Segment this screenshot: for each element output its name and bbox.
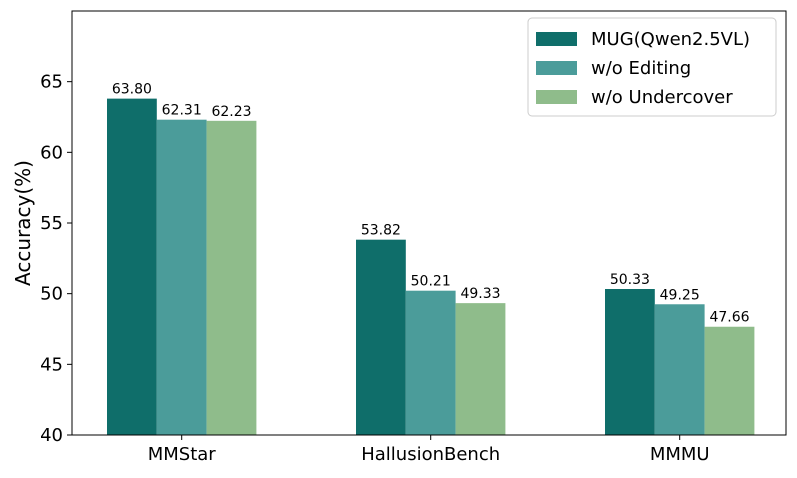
bar-value-label: 50.33 (610, 272, 650, 288)
bar-value-label: 63.80 (112, 82, 152, 98)
plot-area: 63.80 62.31 62.23 53.82 50.21 49.33 50.33 49.25… (107, 82, 755, 436)
bar-group: 53.82 50.21 49.33 (356, 223, 506, 435)
y-tick-label: 40 (40, 425, 63, 446)
legend-label: w/o Editing (591, 58, 691, 79)
y-tick-label: 55 (40, 213, 63, 234)
bar-value-label: 53.82 (361, 223, 401, 239)
bar-value-label: 49.33 (460, 286, 500, 302)
x-tick-label: MMStar (148, 444, 217, 465)
bar (107, 98, 157, 436)
bar (455, 303, 506, 435)
legend-item: w/o Editing (536, 58, 691, 79)
legend-swatch (536, 32, 577, 46)
legend-label: MUG(Qwen2.5VL) (591, 29, 750, 50)
legend: MUG(Qwen2.5VL) w/o Editing w/o Undercover (527, 17, 777, 117)
x-tick-label: MMMU (650, 444, 710, 465)
bar-group: 50.33 49.25 47.66 (605, 272, 755, 435)
bar-group: 63.80 62.31 62.23 (107, 82, 257, 436)
legend-box (527, 17, 777, 117)
legend-item: w/o Undercover (536, 87, 733, 108)
y-axis-title: Accuracy(%) (11, 160, 35, 286)
legend-item: MUG(Qwen2.5VL) (536, 29, 750, 50)
bar-value-label: 50.21 (411, 274, 451, 290)
legend-label: w/o Undercover (591, 87, 733, 108)
bar-value-label: 62.31 (162, 103, 202, 119)
bar (704, 326, 755, 435)
bar (206, 120, 257, 435)
bar-value-label: 62.23 (211, 104, 251, 120)
y-tick-label: 45 (40, 354, 63, 375)
bar (156, 119, 207, 435)
bar-value-label: 47.66 (709, 310, 749, 326)
y-axis: 40 45 50 55 60 65 (40, 72, 72, 446)
legend-swatch (536, 90, 577, 104)
bar (654, 304, 705, 435)
bar-value-label: 49.25 (660, 287, 700, 303)
bar (356, 239, 406, 435)
y-tick-label: 50 (40, 284, 63, 305)
y-tick-label: 60 (40, 142, 63, 163)
legend-swatch (536, 61, 577, 75)
y-tick-label: 65 (40, 72, 63, 93)
bar (605, 289, 655, 435)
x-axis: MMStar HallusionBench MMMU (148, 435, 710, 465)
x-tick-label: HallusionBench (361, 444, 500, 465)
bar (405, 290, 456, 435)
